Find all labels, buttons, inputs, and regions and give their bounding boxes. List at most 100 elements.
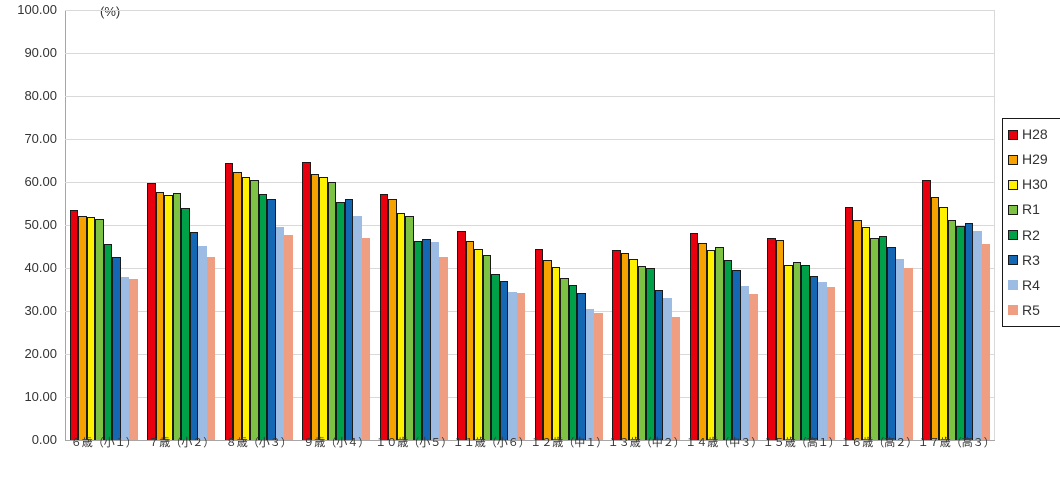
bar-H30 xyxy=(629,259,638,440)
bar-R3 xyxy=(654,289,664,440)
gridline xyxy=(65,354,995,355)
bar-R3 xyxy=(964,222,974,440)
bar-R5 xyxy=(439,257,448,440)
x-axis-label: １１歳（小６） xyxy=(452,437,530,449)
bar-R2 xyxy=(258,194,268,440)
legend-item-H28: H28 xyxy=(1008,127,1060,142)
bar-R3 xyxy=(732,269,741,440)
plot-right-border xyxy=(994,10,995,440)
legend-item-R1: R1 xyxy=(1008,202,1060,217)
gridline xyxy=(65,139,995,140)
legend-label: R2 xyxy=(1022,226,1040,243)
bar-R2 xyxy=(413,241,423,440)
bar-R5 xyxy=(594,312,603,440)
legend-swatch-R4 xyxy=(1008,280,1018,291)
bar-R1 xyxy=(637,266,647,440)
legend-swatch-R3 xyxy=(1008,255,1018,266)
bar-R2 xyxy=(956,226,965,440)
bar-H30 xyxy=(474,249,483,440)
bar-R3 xyxy=(577,292,586,440)
x-axis-label: ９歳（小４） xyxy=(303,437,370,449)
bar-R3 xyxy=(189,231,199,440)
bar-R4 xyxy=(585,308,595,440)
bar-R4 xyxy=(120,277,130,440)
bar-H28 xyxy=(534,248,544,440)
bar-groups xyxy=(65,10,995,440)
legend-item-R3: R3 xyxy=(1008,251,1060,268)
x-axis-label: １７歳（高３） xyxy=(917,437,995,449)
x-axis-label: ８歳（小３） xyxy=(225,437,292,449)
bar-R5 xyxy=(361,238,371,440)
plot-area xyxy=(65,10,995,441)
bar-H28 xyxy=(457,230,466,440)
legend-label: H29 xyxy=(1022,151,1048,168)
legend-item-H29: H29 xyxy=(1008,152,1060,167)
x-axis-label: ６歳（小１） xyxy=(70,437,137,449)
y-axis-tick-label: 100.00 xyxy=(17,2,57,17)
bar-H28 xyxy=(302,162,311,440)
bar-H29 xyxy=(543,260,552,440)
gridline xyxy=(65,225,995,226)
bar-H28 xyxy=(379,194,389,440)
bar-R2 xyxy=(336,202,345,440)
bar-H28 xyxy=(767,237,776,440)
x-axis-label: １５歳（高１） xyxy=(762,437,840,449)
bar-group xyxy=(375,10,453,440)
gridline xyxy=(65,53,995,54)
bar-R1 xyxy=(715,247,724,440)
bar-R4 xyxy=(430,242,440,440)
bar-H29 xyxy=(388,199,397,440)
bar-H28 xyxy=(612,250,621,440)
bar-H29 xyxy=(465,241,475,440)
y-axis-tick-label: 90.00 xyxy=(24,45,57,60)
bar-R5 xyxy=(904,268,913,440)
bar-R1 xyxy=(95,218,104,440)
bar-R1 xyxy=(947,220,957,440)
bar-R3 xyxy=(809,275,819,440)
bar-R4 xyxy=(895,258,905,440)
bar-R1 xyxy=(405,215,414,440)
bar-H30 xyxy=(319,177,328,440)
bar-H30 xyxy=(939,206,948,440)
bar-R4 xyxy=(973,231,982,440)
y-axis-tick-label: 40.00 xyxy=(24,260,57,275)
bar-group xyxy=(298,10,376,440)
gridline xyxy=(65,182,995,183)
legend-swatch-R1 xyxy=(1008,204,1018,215)
bar-group xyxy=(763,10,841,440)
bar-group xyxy=(530,10,608,440)
bar-H30 xyxy=(396,212,406,440)
bar-R2 xyxy=(801,265,810,440)
bar-H29 xyxy=(853,219,862,440)
bar-H29 xyxy=(930,196,940,440)
bar-R5 xyxy=(671,317,681,440)
bar-R4 xyxy=(663,297,672,440)
legend-swatch-H29 xyxy=(1008,154,1018,165)
x-axis-label: １６歳（高２） xyxy=(840,437,918,449)
gridline xyxy=(65,268,995,269)
legend-label: R3 xyxy=(1022,251,1040,268)
y-axis-tick-label: 50.00 xyxy=(24,217,57,232)
y-axis-unit-label: (%) xyxy=(100,4,121,19)
bar-R2 xyxy=(568,284,578,440)
legend-item-H30: H30 xyxy=(1008,177,1060,192)
bar-H30 xyxy=(784,264,793,440)
bar-R3 xyxy=(344,199,354,440)
y-axis-tick-label: 70.00 xyxy=(24,131,57,146)
bar-group xyxy=(840,10,918,440)
bar-R2 xyxy=(491,274,500,440)
legend-swatch-R5 xyxy=(1008,305,1018,316)
legend-item-R2: R2 xyxy=(1008,226,1060,243)
legend-swatch-H28 xyxy=(1008,129,1018,140)
bar-R2 xyxy=(878,235,888,440)
bar-group xyxy=(453,10,531,440)
bar-R4 xyxy=(198,246,207,440)
bar-R4 xyxy=(275,226,285,440)
legend-label: R4 xyxy=(1022,276,1040,293)
bar-R3 xyxy=(267,198,276,440)
bar-H30 xyxy=(241,176,251,440)
bar-group xyxy=(685,10,763,440)
bar-R5 xyxy=(516,292,526,440)
bar-group xyxy=(65,10,143,440)
bar-R2 xyxy=(181,207,190,440)
